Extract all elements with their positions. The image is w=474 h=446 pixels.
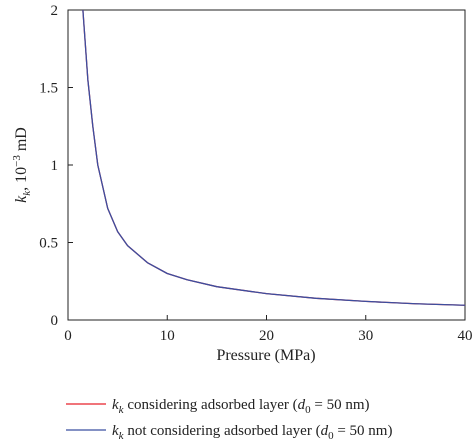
x-axis-title: Pressure (MPa): [216, 347, 315, 364]
x-tick-label: 0: [64, 328, 72, 344]
y-tick-label: 0: [51, 313, 59, 329]
y-axis-title-rest: , 10: [13, 167, 30, 191]
series-line-considering: [82, 9, 466, 306]
x-tick-label: 10: [160, 328, 175, 344]
y-axis-title: kk, 10−3 mD: [11, 127, 33, 203]
x-tick-label: 20: [259, 328, 274, 344]
plot-frame: [67, 9, 466, 321]
legend-label-not-considering: kk not considering adsorbed layer (d0 = …: [112, 423, 392, 442]
y-axis-title-unit: mD: [13, 127, 30, 155]
y-axis-title-k-sub: k: [21, 190, 33, 196]
series-lines: [82, 9, 466, 306]
legend-item-not-considering: kk not considering adsorbed layer (d0 = …: [66, 423, 392, 442]
series-line-not-considering: [82, 9, 466, 306]
y-tick-label: 1.5: [39, 81, 58, 97]
x-tick-label: 40: [458, 328, 473, 344]
x-tick-label: 30: [358, 328, 373, 344]
legend-item-considering: kk considering adsorbed layer (d0 = 50 n…: [66, 397, 370, 416]
y-tick-label: 1: [51, 158, 59, 174]
y-axis-ticks: 0 0.5 1 1.5 2: [39, 3, 73, 329]
x-axis-ticks: 0 10 20 30 40: [64, 315, 473, 344]
y-tick-label: 0.5: [39, 236, 58, 252]
plot-area: 0 10 20 30 40 0 0.5 1 1.5 2: [39, 3, 472, 344]
y-tick-label: 2: [51, 3, 59, 19]
legend-label-considering: kk considering adsorbed layer (d0 = 50 n…: [112, 397, 370, 416]
y-axis-title-k: k: [13, 195, 30, 203]
y-axis-title-exp: −3: [11, 155, 23, 167]
legend: kk considering adsorbed layer (d0 = 50 n…: [66, 397, 392, 442]
